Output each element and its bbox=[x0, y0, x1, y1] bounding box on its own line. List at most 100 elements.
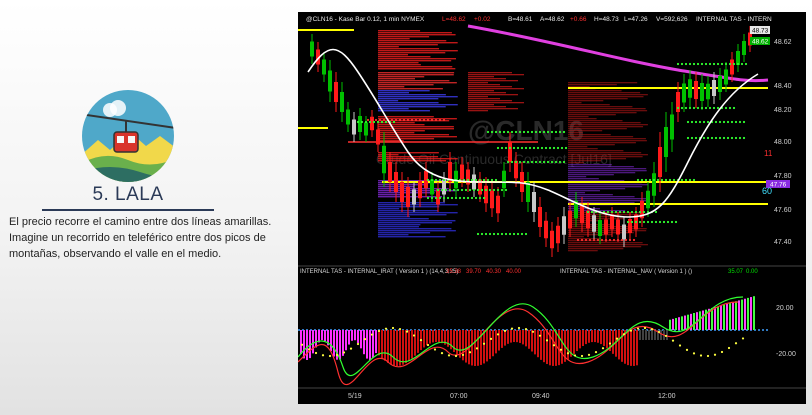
volume-profile-bar bbox=[378, 102, 439, 104]
volume-profile-bar-right bbox=[568, 162, 584, 164]
osc-histogram-bar bbox=[435, 330, 437, 343]
candle-body bbox=[604, 219, 608, 235]
osc-histogram-bar bbox=[576, 330, 578, 352]
osc-signal-dot bbox=[685, 348, 689, 352]
support-dot bbox=[556, 146, 560, 150]
support-dot bbox=[716, 62, 720, 66]
volume-profile-bar-mid bbox=[468, 80, 518, 82]
volume-profile-bar bbox=[378, 136, 457, 138]
volume-profile-bar bbox=[378, 58, 457, 60]
osc-histogram-bar bbox=[708, 308, 710, 330]
osc-histogram-bar bbox=[465, 330, 467, 363]
candle-body bbox=[460, 164, 464, 180]
osc-histogram-bar bbox=[408, 330, 410, 362]
resistance-dot bbox=[592, 238, 596, 242]
volume-profile-bar-right bbox=[568, 198, 647, 200]
osc-histogram-bar bbox=[396, 330, 398, 366]
volume-profile-bar bbox=[378, 160, 447, 162]
osc-signal-dot bbox=[468, 351, 472, 354]
osc-histogram-bar bbox=[633, 330, 635, 366]
volume-profile-bar-right bbox=[568, 170, 647, 172]
osc-signal-dot bbox=[419, 339, 423, 342]
osc-signal-dot bbox=[699, 354, 703, 357]
support-dot bbox=[534, 160, 538, 164]
support-dot bbox=[562, 130, 566, 134]
osc-line-green bbox=[298, 296, 744, 376]
candle-body bbox=[622, 224, 626, 240]
osc-histogram-bar bbox=[381, 330, 383, 359]
osc-histogram-bar bbox=[588, 330, 590, 343]
osc-histogram-bar bbox=[474, 330, 476, 366]
support-dot bbox=[436, 188, 440, 192]
oscillator-panel[interactable] bbox=[298, 296, 768, 386]
osc-histogram-bar bbox=[405, 330, 407, 364]
volume-profile-bar bbox=[378, 74, 454, 76]
osc-histogram-bar bbox=[603, 330, 605, 346]
price-marker-purple: 47.76 bbox=[770, 182, 787, 189]
osc-histogram-bar bbox=[393, 330, 395, 366]
osc-signal-dot bbox=[426, 343, 430, 347]
osc-signal-dot bbox=[412, 334, 416, 337]
osc-histogram-bar bbox=[510, 330, 512, 343]
volume-profile-bar-mid bbox=[468, 74, 524, 76]
osc-histogram-bar bbox=[702, 310, 704, 330]
support-dot bbox=[508, 146, 512, 150]
support-dot bbox=[728, 106, 732, 110]
candle-body bbox=[532, 192, 536, 212]
osc-histogram-bar bbox=[693, 313, 695, 330]
osc-histogram-bar bbox=[540, 330, 542, 360]
osc-signal-dot bbox=[671, 339, 675, 342]
volume-profile-bar-right bbox=[568, 98, 628, 100]
resistance-dot bbox=[406, 118, 410, 122]
support-dot bbox=[470, 196, 474, 200]
osc-histogram-bar bbox=[369, 330, 371, 360]
slide-left-panel: 5. LALA El precio recorre el camino entr… bbox=[0, 0, 292, 415]
support-dot bbox=[586, 210, 590, 214]
osc-signal-dot bbox=[713, 353, 717, 356]
volume-profile-bar bbox=[378, 124, 425, 126]
osc-histogram-bar bbox=[459, 330, 461, 358]
volume-profile-bar-mid bbox=[468, 110, 488, 112]
osc-histogram-bar bbox=[561, 330, 563, 364]
volume-profile-bar bbox=[378, 120, 450, 122]
osc-histogram-bar bbox=[738, 300, 740, 330]
price-panel[interactable] bbox=[298, 24, 769, 257]
osc-signal-dot bbox=[482, 342, 486, 345]
volume-profile-bar-right bbox=[568, 146, 588, 148]
support-dot bbox=[466, 196, 470, 200]
volume-profile-bar bbox=[378, 68, 456, 70]
support-dot bbox=[452, 188, 456, 192]
support-dot bbox=[606, 210, 610, 214]
volume-profile-bar-right bbox=[568, 250, 598, 252]
support-dot bbox=[698, 120, 702, 124]
resistance-dot bbox=[382, 118, 386, 122]
candle-body bbox=[358, 116, 362, 132]
volume-profile-bar-right bbox=[568, 242, 643, 244]
osc-histogram-bar bbox=[546, 330, 548, 365]
candle-body bbox=[442, 179, 446, 195]
support-dot bbox=[512, 146, 516, 150]
support-dot bbox=[666, 220, 670, 224]
osc-histogram-bar bbox=[366, 330, 368, 359]
header-bid: B=48.61 bbox=[508, 16, 533, 23]
support-dot bbox=[706, 136, 710, 140]
support-dot bbox=[492, 188, 496, 192]
support-dot bbox=[446, 196, 450, 200]
support-dot bbox=[654, 220, 658, 224]
support-dot bbox=[450, 196, 454, 200]
osc-histogram-bar bbox=[387, 330, 389, 363]
volume-profile-bar-right bbox=[568, 174, 614, 176]
price-label-47-40: 47.40 bbox=[774, 239, 792, 246]
trading-chart[interactable]: @CLN16 Crude Oil Continuous Contract [Ju… bbox=[298, 12, 806, 404]
volume-profile-bar bbox=[378, 208, 400, 210]
resistance-dot bbox=[374, 118, 378, 122]
candle-body bbox=[616, 219, 620, 235]
support-dot bbox=[558, 160, 562, 164]
chart-canvas[interactable]: @CLN16 Crude Oil Continuous Contract [Ju… bbox=[298, 12, 806, 404]
lower-right-value-1: 35.07 bbox=[728, 269, 744, 275]
support-dot bbox=[724, 106, 728, 110]
volume-profile-bar-right bbox=[568, 166, 634, 168]
volume-profile-bar-right bbox=[568, 194, 613, 196]
resistance-dot bbox=[624, 238, 628, 242]
osc-histogram-bar bbox=[342, 330, 344, 356]
